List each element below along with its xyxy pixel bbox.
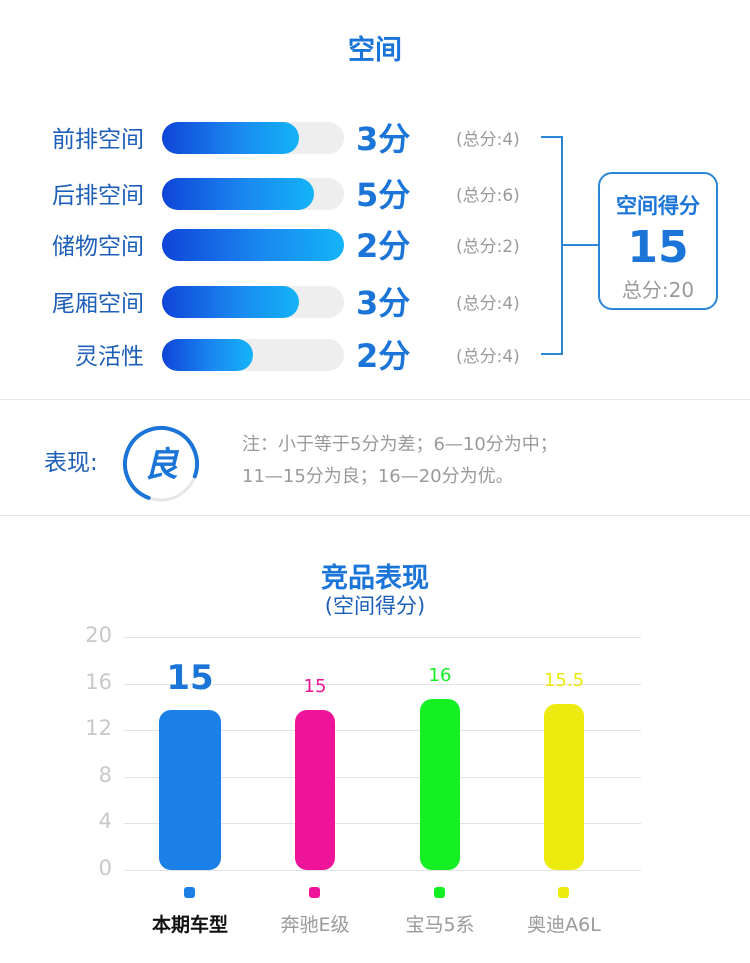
bar-0 bbox=[159, 710, 221, 870]
x-category-label: 奥迪A6L bbox=[527, 914, 601, 936]
gridline bbox=[124, 870, 641, 871]
bracket-connector bbox=[561, 244, 598, 246]
legend-dot bbox=[309, 887, 320, 898]
row-total: (总分:4) bbox=[456, 347, 520, 367]
space-score-value: 15 bbox=[627, 222, 689, 273]
y-tick-label: 0 bbox=[98, 856, 112, 880]
chart-title: 竞品表现 bbox=[321, 563, 429, 594]
row-score: 5分 bbox=[356, 176, 411, 214]
bar-3 bbox=[544, 704, 584, 870]
row-label: 前排空间 bbox=[52, 127, 144, 153]
score-bar-fill bbox=[162, 178, 314, 210]
divider-top bbox=[0, 399, 750, 400]
legend-dot bbox=[558, 887, 569, 898]
row-total: (总分:6) bbox=[456, 186, 520, 206]
row-total: (总分:4) bbox=[456, 294, 520, 314]
bar-value-label: 15 bbox=[303, 676, 327, 697]
y-tick-label: 4 bbox=[98, 809, 112, 833]
space-score-label: 空间得分 bbox=[616, 194, 700, 218]
bracket-top bbox=[541, 136, 563, 138]
y-tick-label: 20 bbox=[85, 623, 112, 647]
row-total: (总分:4) bbox=[456, 130, 520, 150]
legend-dot bbox=[434, 887, 445, 898]
gridline bbox=[124, 777, 641, 778]
bar-value-label: 16 bbox=[428, 665, 452, 686]
y-tick-label: 16 bbox=[85, 670, 112, 694]
x-category-label: 奔驰E级 bbox=[280, 914, 350, 936]
bar-value-label: 15.5 bbox=[543, 670, 585, 691]
legend-dot bbox=[184, 887, 195, 898]
row-score: 2分 bbox=[356, 227, 411, 265]
row-label: 储物空间 bbox=[52, 234, 144, 260]
gridline bbox=[124, 823, 641, 824]
note-line-1: 注：小于等于5分为差；6—10分为中； bbox=[242, 434, 558, 455]
score-bar-track bbox=[162, 229, 344, 261]
score-bar-fill bbox=[162, 286, 299, 318]
score-bar-track bbox=[162, 178, 344, 210]
score-bar-track bbox=[162, 122, 344, 154]
chart-subtitle: (空间得分) bbox=[324, 594, 426, 618]
row-total: (总分:2) bbox=[456, 237, 520, 257]
bar-value-label: 15 bbox=[166, 658, 214, 698]
x-category-label: 本期车型 bbox=[151, 914, 228, 936]
score-bar-fill bbox=[162, 229, 344, 261]
space-title: 空间 bbox=[348, 35, 402, 66]
grade-ring-icon: 良 bbox=[123, 426, 199, 502]
grade-text: 良 bbox=[144, 445, 180, 485]
score-bar-track bbox=[162, 286, 344, 318]
row-label: 后排空间 bbox=[52, 183, 144, 209]
note-line-2: 11—15分为良；16—20分为优。 bbox=[242, 466, 514, 487]
score-bar-fill bbox=[162, 339, 253, 371]
score-bar-track bbox=[162, 339, 344, 371]
bar-1 bbox=[295, 710, 335, 870]
score-bar-fill bbox=[162, 122, 299, 154]
x-category-label: 宝马5系 bbox=[405, 914, 475, 936]
bar-2 bbox=[420, 699, 460, 870]
row-score: 3分 bbox=[356, 120, 411, 158]
gridline bbox=[124, 730, 641, 731]
row-score: 3分 bbox=[356, 284, 411, 322]
row-score: 2分 bbox=[356, 337, 411, 375]
y-tick-label: 12 bbox=[85, 716, 112, 740]
space-score-box: 空间得分 15 总分:20 bbox=[598, 172, 718, 310]
gridline bbox=[124, 684, 641, 685]
gridline bbox=[124, 637, 641, 638]
space-score-total: 总分:20 bbox=[621, 278, 695, 302]
y-tick-label: 8 bbox=[98, 763, 112, 787]
divider-bottom bbox=[0, 515, 750, 516]
row-label: 尾厢空间 bbox=[52, 291, 144, 317]
bracket-bottom bbox=[541, 353, 563, 355]
row-label: 灵活性 bbox=[75, 344, 144, 370]
performance-label: 表现: bbox=[44, 450, 98, 476]
